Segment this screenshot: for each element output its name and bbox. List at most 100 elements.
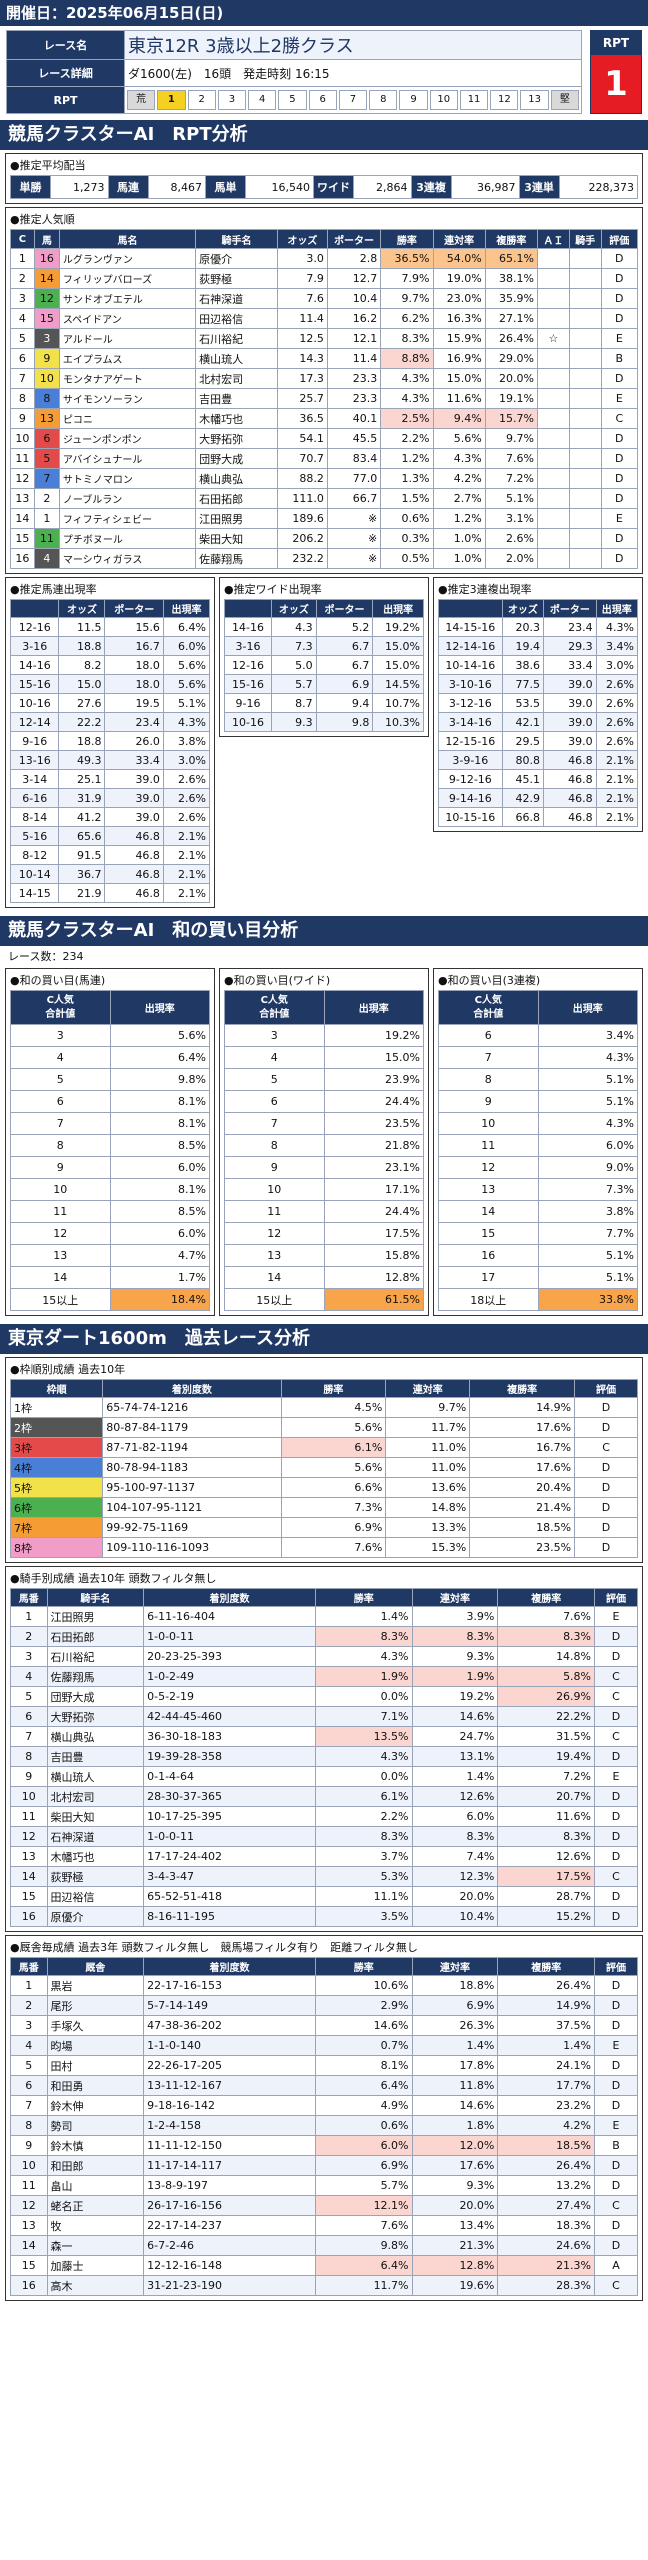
stat-cell: 13-8-9-197: [143, 2175, 316, 2196]
stat-cell: 石田拓郎: [46, 1626, 145, 1647]
wa-row: 13 4.7%: [10, 1244, 210, 1267]
waku-cell: 87-71-82-1194: [102, 1437, 282, 1458]
pop-cell: 石川裕紀: [195, 328, 278, 349]
pop-waku-cell: 6: [33, 428, 60, 449]
wa-rate: 5.6%: [109, 1024, 210, 1047]
wa-row: 15以上 61.5%: [224, 1288, 424, 1311]
combo-pair: 14-16: [9, 655, 60, 675]
rpt-scale-cell: 13: [520, 90, 549, 110]
wa-sum: 4: [224, 1046, 325, 1069]
wa-sum: 11: [10, 1200, 111, 1223]
payout-value: 36,987: [450, 175, 520, 199]
waku-cell: D: [574, 1497, 638, 1518]
combo-pair: 3-10-16: [438, 674, 503, 694]
pop-header: 複勝率: [484, 229, 539, 249]
pop-cell: 16.9%: [432, 348, 486, 369]
waku-cell: D: [574, 1457, 638, 1478]
combo-row: 10-14 36.7 46.8 2.1%: [9, 864, 211, 884]
combo-cell: 46.8: [104, 826, 164, 846]
combo-header: オッズ: [501, 599, 545, 618]
waku-header: 勝率: [280, 1379, 387, 1398]
pop-cell: 2.7%: [432, 488, 486, 509]
waku-box: ●枠順別成績 過去10年 枠順 着別度数 勝率 連対率 複勝率 評価 1枠 65-74-74-…: [5, 1357, 643, 1563]
pop-header: ＡＩ: [537, 229, 570, 249]
stat-cell: 11.1%: [314, 1886, 413, 1907]
stat-cell: 13.2%: [497, 2175, 596, 2196]
wa-sum: 4: [10, 1046, 111, 1069]
combo-cell: 25.1: [58, 769, 106, 789]
stat-cell: D: [594, 1906, 638, 1927]
combo-cell: 20.3: [501, 617, 545, 637]
waku-row: 8枠 109-110-116-1093 7.6% 15.3% 23.5% D: [9, 1537, 638, 1558]
waku-cell: D: [574, 1397, 638, 1418]
stat-cell: 16: [10, 1906, 48, 1927]
combo-pair: 6-16: [9, 788, 60, 808]
stat-cell: 26.3%: [411, 2015, 499, 2036]
wa-row: 10 4.3%: [438, 1112, 638, 1135]
combo-header: ポーター: [315, 599, 374, 618]
pop-cell: 12.1: [326, 328, 382, 349]
pop-cell: 11.4: [276, 308, 328, 329]
stat-cell: 11.6%: [497, 1806, 596, 1827]
pop-row: 4 15 スペイドアン 田辺裕信 11.4 16.2 6.2% 16.3% 27.1% D: [10, 308, 639, 329]
stat-cell: 21.3%: [497, 2255, 596, 2276]
stat-cell: 13.4%: [411, 2215, 499, 2236]
combo-cell: 5.0: [271, 655, 317, 675]
stat-header: 勝率: [314, 1957, 413, 1976]
pop-waku-cell: 8: [33, 388, 60, 409]
pop-waku-cell: 16: [33, 248, 60, 269]
rpt-scale-cell: 5: [278, 90, 307, 110]
wa-row: 8 8.5%: [10, 1134, 210, 1157]
waku-cell: 7.3%: [280, 1497, 387, 1518]
stat-cell: B: [594, 2135, 638, 2156]
umaren-title: ●推定馬連出現率: [10, 583, 97, 596]
stat-cell: 5.8%: [497, 1666, 596, 1687]
stat-cell: C: [594, 2195, 638, 2216]
stat-row: 6 大野拓弥 42-44-45-460 7.1% 14.6% 22.2% D: [10, 1706, 638, 1727]
pop-cell: D: [600, 268, 639, 289]
stat-cell: 13.5%: [314, 1726, 413, 1747]
stat-cell: E: [594, 1606, 638, 1627]
pop-cell: [568, 408, 602, 429]
stat-cell: 12.3%: [411, 1866, 499, 1887]
stat-cell: 23.2%: [497, 2095, 596, 2116]
pop-cell: 3: [10, 288, 35, 309]
stat-cell: 5.7%: [314, 2175, 413, 2196]
combo-cell: 18.0: [104, 674, 164, 694]
combo-cell: 9.3: [271, 712, 317, 732]
combo-cell: 39.0: [104, 769, 164, 789]
combo-cell: 53.5: [501, 693, 545, 713]
pop-cell: アバイシュナール: [58, 448, 197, 469]
pop-cell: [537, 468, 570, 489]
pop-cell: 27.1%: [484, 308, 539, 329]
pop-cell: 54.1: [276, 428, 328, 449]
pop-cell: 大野拓弥: [195, 428, 278, 449]
rpt-badge: RPT 1: [590, 30, 642, 114]
waku-cell: 104-107-95-1121: [102, 1497, 282, 1518]
combo-cell: 29.3: [543, 636, 597, 656]
stat-cell: 0.0%: [314, 1766, 413, 1787]
pop-cell: D: [600, 468, 639, 489]
pop-cell: 189.6: [276, 508, 328, 529]
pop-cell: 88.2: [276, 468, 328, 489]
pop-cell: [568, 428, 602, 449]
pop-cell: 29.0%: [484, 348, 539, 369]
rpt-scale-cell: 11: [459, 90, 489, 110]
wa-sum: 8: [224, 1134, 325, 1157]
stat-cell: C: [594, 1666, 638, 1687]
wa-row: 13 15.8%: [224, 1244, 424, 1267]
wa-sum: 15以上: [224, 1288, 325, 1311]
stat-cell: 高木: [46, 2275, 145, 2296]
stat-row: 9 鈴木慎 11-11-12-150 6.0% 12.0% 18.5% B: [10, 2135, 638, 2156]
stat-cell: 1-0-0-11: [143, 1626, 316, 1647]
combo-pair: 12-16: [223, 655, 273, 675]
wa-sanren-title: ●和の買い目(3連複): [438, 974, 541, 987]
pop-header: 馬: [33, 229, 60, 249]
stat-header: 評価: [594, 1957, 638, 1976]
waku-row: 1枠 65-74-74-1216 4.5% 9.7% 14.9% D: [9, 1397, 638, 1418]
stat-cell: 19.4%: [497, 1746, 596, 1767]
wa-rate: 17.1%: [323, 1178, 424, 1201]
pop-waku-cell: 5: [33, 448, 60, 469]
combo-header: 出現率: [372, 599, 424, 618]
combo-row: 9-12-16 45.1 46.8 2.1%: [438, 769, 639, 789]
